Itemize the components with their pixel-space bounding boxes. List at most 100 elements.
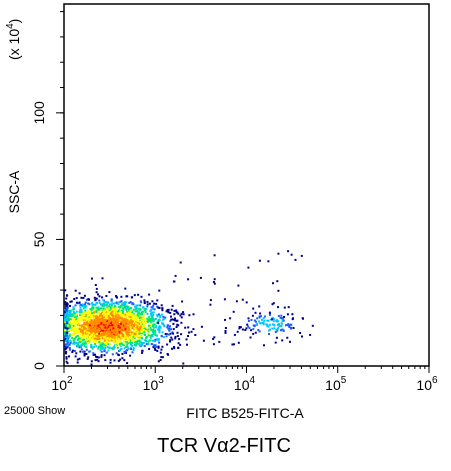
event-dot (106, 328, 109, 331)
event-dot (169, 320, 172, 323)
event-dot (137, 312, 140, 315)
event-dot (69, 315, 72, 317)
event-dot (138, 318, 141, 321)
event-dot (247, 317, 250, 320)
event-dot (126, 331, 129, 334)
event-dot (137, 311, 140, 314)
event-dot (78, 292, 81, 295)
event-dot (100, 322, 103, 324)
event-dot (65, 302, 68, 305)
event-dot (148, 325, 150, 328)
event-dot (130, 319, 133, 322)
event-dot (68, 343, 71, 346)
event-dot (173, 346, 175, 348)
event-dot (105, 325, 108, 328)
event-dot (130, 296, 133, 299)
event-dot (105, 311, 108, 314)
event-dot (90, 360, 93, 363)
event-dot (113, 318, 116, 321)
event-dot (125, 305, 128, 308)
event-dot (124, 320, 127, 323)
event-dot (98, 299, 101, 302)
event-dot (69, 321, 71, 324)
event-dot (76, 320, 79, 323)
event-dot (254, 311, 257, 314)
event-dot (108, 331, 111, 334)
event-dot (90, 311, 93, 313)
event-dot (115, 342, 118, 345)
event-dot (172, 322, 175, 325)
event-dot (104, 326, 107, 329)
event-dot (103, 315, 106, 317)
event-dot (150, 306, 153, 309)
event-dot (95, 323, 98, 326)
event-dot (120, 300, 123, 303)
x-axis-label: FITC B525-FITC-A (186, 405, 304, 421)
event-dot (286, 336, 289, 339)
event-dot (142, 317, 145, 320)
event-dot (157, 345, 160, 348)
event-dot (129, 336, 131, 339)
event-dot (75, 336, 78, 339)
event-dot (98, 327, 101, 330)
event-dot (151, 316, 154, 319)
event-dot (117, 315, 120, 318)
event-dot (263, 319, 266, 322)
event-dot (70, 300, 73, 303)
event-dot (83, 294, 86, 297)
event-dot (245, 301, 248, 304)
event-dot (156, 299, 159, 302)
event-dot (64, 308, 67, 311)
event-dot (90, 344, 93, 347)
event-dot (137, 340, 140, 343)
event-dot (67, 309, 70, 312)
event-dot (127, 337, 130, 340)
event-dot (121, 319, 124, 322)
event-dot (122, 328, 125, 331)
event-dot (271, 303, 274, 306)
event-dot (94, 315, 97, 318)
event-dot (119, 310, 122, 313)
event-dot (112, 321, 115, 324)
event-dot (93, 296, 96, 299)
event-dot (91, 347, 94, 350)
event-dot (105, 351, 108, 354)
event-dot (167, 324, 170, 327)
event-dot (65, 306, 68, 309)
event-dot (120, 342, 123, 345)
event-dot (86, 336, 89, 339)
event-dot (247, 320, 250, 322)
event-dot (162, 318, 165, 320)
event-dot (89, 326, 92, 329)
event-dot (138, 335, 140, 338)
event-dot (106, 320, 109, 323)
event-dot (110, 298, 113, 301)
event-dot (128, 309, 131, 312)
event-dot (143, 307, 146, 310)
event-dot (97, 335, 100, 338)
event-dot (67, 324, 70, 327)
event-dot (238, 327, 241, 330)
event-dot (267, 319, 270, 322)
event-dot (99, 330, 102, 333)
event-dot (239, 326, 242, 329)
event-dot (171, 304, 174, 307)
event-dot (68, 336, 71, 339)
event-dot (153, 344, 155, 347)
event-dot (237, 284, 240, 287)
event-dot (146, 320, 149, 323)
y-axis-label: SSC-A (6, 170, 22, 213)
event-dot (88, 334, 91, 337)
event-dot (126, 313, 129, 315)
event-dot (151, 330, 154, 333)
event-dot (192, 328, 195, 331)
event-dot (84, 301, 87, 304)
event-dot (113, 344, 116, 347)
event-dot (65, 294, 68, 297)
event-dot (101, 346, 104, 349)
event-dot (199, 276, 202, 279)
event-dot (87, 298, 90, 301)
event-dot (119, 304, 122, 307)
event-dot (149, 336, 152, 339)
event-dot (134, 305, 137, 308)
